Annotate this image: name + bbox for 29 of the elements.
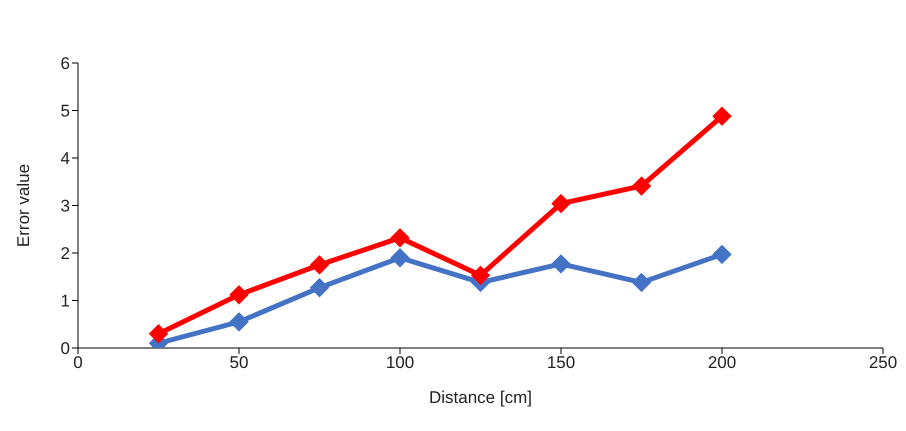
point [471,266,490,285]
x-axis-title: Distance [cm] [429,388,532,407]
point [632,272,651,292]
y-axis-title: Error value [14,164,34,248]
point [149,324,168,344]
point [310,255,329,274]
y-tick-label: 4 [60,149,70,168]
x-tick-label: 250 [868,353,898,372]
x-tick-label: 0 [73,353,83,372]
point [552,254,570,274]
point [552,194,570,214]
x-tick-label: 150 [546,353,576,372]
point [712,106,732,126]
point [390,228,410,248]
x-tick-label: 50 [230,353,248,372]
x-tick-label: 200 [708,353,736,372]
point [390,248,410,268]
y-tick-label: 5 [60,102,70,121]
y-tick-label: 1 [60,292,70,311]
y-tick-label: 6 [60,54,70,74]
point [632,176,651,196]
point [712,244,732,264]
point [310,278,329,298]
point [230,285,248,304]
y-tick-label: 3 [60,196,70,216]
point [230,312,248,332]
y-tick-label: 2 [60,244,70,264]
x-tick-label: 100 [386,353,414,372]
y-tick-label: 0 [60,339,70,358]
